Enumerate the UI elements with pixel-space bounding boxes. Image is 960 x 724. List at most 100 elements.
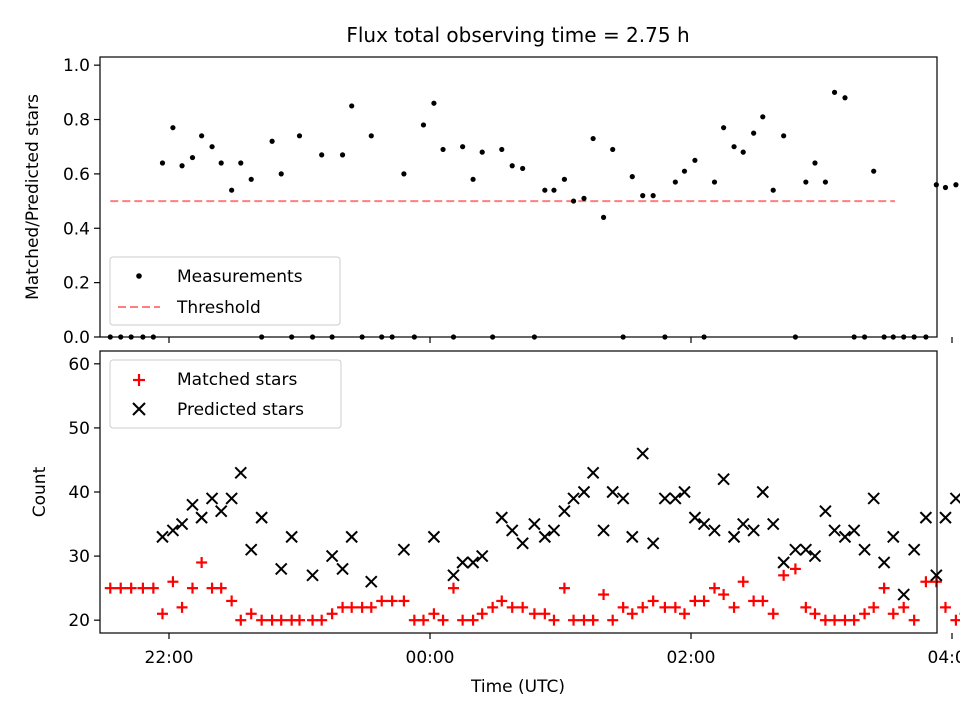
predicted-star-point — [187, 499, 198, 510]
bottom-y-tick-label: 40 — [68, 483, 90, 503]
matched-star-point — [709, 583, 720, 594]
predicted-star-point — [177, 519, 188, 530]
measurement-point — [692, 158, 697, 163]
measurement-point — [279, 171, 284, 176]
matched-star-point — [940, 602, 951, 613]
predicted-star-point — [578, 487, 589, 498]
matched-star-point — [588, 615, 599, 626]
predicted-star-point — [216, 506, 227, 517]
matched-star-point — [868, 602, 879, 613]
measurement-point — [470, 177, 475, 182]
predicted-star-point — [307, 570, 318, 581]
measurement-point — [340, 152, 345, 157]
matched-star-point — [327, 608, 338, 619]
predicted-star-point — [909, 544, 920, 555]
matched-star-point — [187, 583, 198, 594]
predicted-star-point — [337, 563, 348, 574]
predicted-star-point — [829, 525, 840, 536]
measurement-point — [601, 215, 606, 220]
top-legend: Measurements Threshold — [110, 257, 340, 325]
measurement-point — [781, 133, 786, 138]
measurement-point — [421, 122, 426, 127]
matched-star-point — [790, 563, 801, 574]
matched-star-point — [294, 615, 305, 626]
top-y-tick-label: 0.4 — [63, 219, 90, 239]
measurement-point — [349, 103, 354, 108]
predicted-star-point — [670, 493, 681, 504]
bottom-y-tick-label: 30 — [68, 547, 90, 567]
measurement-point — [480, 150, 485, 155]
matched-star-point — [859, 608, 870, 619]
top-y-tick-label: 1.0 — [63, 56, 90, 76]
matched-star-point — [276, 615, 287, 626]
matched-star-point — [398, 595, 409, 606]
matched-star-point — [559, 583, 570, 594]
measurement-point — [520, 166, 525, 171]
predicted-star-point — [517, 538, 528, 549]
predicted-star-point — [539, 531, 550, 542]
predicted-star-point — [768, 519, 779, 530]
matched-star-point — [366, 602, 377, 613]
predicted-star-point — [529, 519, 540, 530]
measurement-point — [591, 136, 596, 141]
top-y-ticks: 0.00.20.40.60.81.0 — [63, 56, 100, 348]
measurement-point — [160, 160, 165, 165]
measurement-point — [721, 125, 726, 130]
legend-predicted-label: Predicted stars — [177, 400, 304, 420]
predicted-star-point — [346, 531, 357, 542]
top-y-tick-label: 0.6 — [63, 165, 90, 185]
measurement-point — [542, 188, 547, 193]
matched-star-point — [167, 576, 178, 587]
measurement-point — [219, 160, 224, 165]
measurement-point — [571, 198, 576, 203]
matched-star-point — [809, 608, 820, 619]
matched-star-point — [226, 595, 237, 606]
measurement-point — [551, 188, 556, 193]
matched-star-point — [637, 602, 648, 613]
matched-star-point — [418, 615, 429, 626]
predicted-star-point — [859, 544, 870, 555]
predicted-star-point — [849, 525, 860, 536]
predicted-star-point — [627, 531, 638, 542]
predicted-star-point — [748, 525, 759, 536]
matched-star-point — [256, 615, 267, 626]
predicted-star-point — [648, 538, 659, 549]
predicted-star-point — [398, 544, 409, 555]
measurement-point — [170, 125, 175, 130]
predicted-star-point — [790, 544, 801, 555]
measurement-point — [771, 188, 776, 193]
measurement-point — [401, 171, 406, 176]
matched-star-point — [177, 602, 188, 613]
measurement-point — [953, 182, 958, 187]
predicted-star-point — [637, 448, 648, 459]
predicted-star-point — [920, 512, 931, 523]
matched-star-point — [757, 595, 768, 606]
top-x-ticks — [169, 337, 960, 343]
matched-star-point — [517, 602, 528, 613]
measurement-point — [269, 139, 274, 144]
predicted-star-point — [366, 576, 377, 587]
legend-measurements-marker — [136, 273, 142, 279]
predicted-star-point — [699, 519, 710, 530]
predicted-star-point — [548, 525, 559, 536]
measurement-point — [842, 95, 847, 100]
measurement-point — [179, 163, 184, 168]
matched-star-point — [659, 602, 670, 613]
predicted-star-point — [888, 531, 899, 542]
matched-star-point — [468, 615, 479, 626]
matched-star-point — [316, 615, 327, 626]
matched-star-point — [529, 608, 540, 619]
measurement-point — [581, 196, 586, 201]
matched-star-point — [849, 615, 860, 626]
measurement-point — [943, 185, 948, 190]
matched-star-point — [618, 602, 629, 613]
measurement-point — [440, 147, 445, 152]
predicted-star-point — [800, 544, 811, 555]
measurement-point — [199, 133, 204, 138]
matched-star-point — [428, 608, 439, 619]
predicted-star-point — [327, 551, 338, 562]
predicted-star-point — [689, 512, 700, 523]
matched-star-point — [738, 576, 749, 587]
legend-matched-label: Matched stars — [177, 370, 297, 390]
